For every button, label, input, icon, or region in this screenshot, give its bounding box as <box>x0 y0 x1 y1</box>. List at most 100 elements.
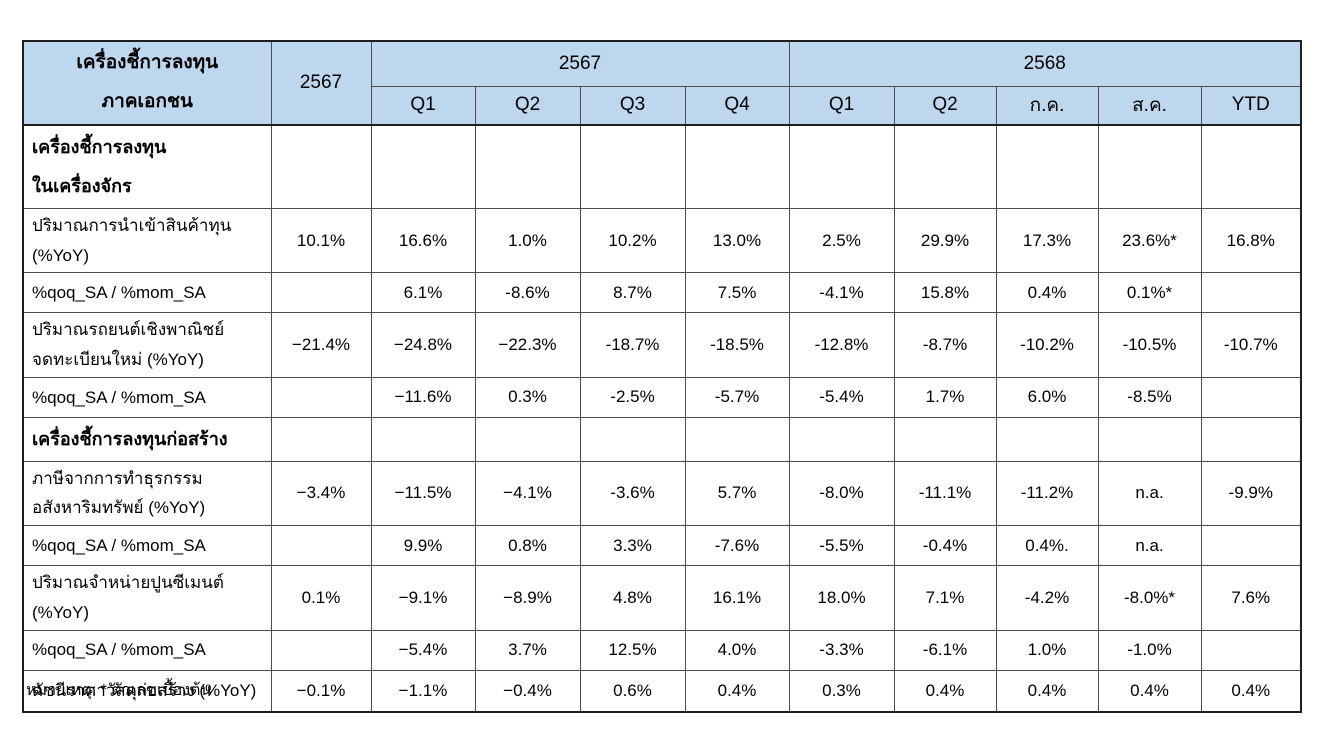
value-cell <box>1200 629 1302 671</box>
col-group-2567: 2567 <box>370 40 790 87</box>
value-cell: −4.1% <box>474 460 581 527</box>
value-cell: n.a. <box>1097 460 1202 527</box>
value-cell: 10.2% <box>579 207 686 274</box>
row-label: ภาษีจากการทำธุรกรรม อสังหาริมทรัพย์ (%Yo… <box>22 460 272 527</box>
value-cell: 0.4% <box>684 669 790 713</box>
table-row: ปริมาณการนำเข้าสินค้าทุน (%YoY) 10.1% 16.6… <box>22 207 1302 274</box>
value-cell: 12.5% <box>579 629 686 671</box>
col-header-2567-q2: Q2 <box>474 85 581 126</box>
value-cell: -10.7% <box>1200 312 1302 378</box>
value-cell: 3.3% <box>579 525 686 567</box>
table-row: เครื่องชี้การลงทุน ในเครื่องจักร <box>22 124 1302 209</box>
value-cell <box>270 629 372 671</box>
value-cell: 17.3% <box>995 207 1099 274</box>
value-cell: −21.4% <box>270 312 372 378</box>
value-cell: 8.7% <box>579 272 686 314</box>
value-cell: 3.7% <box>474 629 581 671</box>
value-cell: 15.8% <box>893 272 997 314</box>
value-cell: -11.1% <box>893 460 997 527</box>
value-cell: 0.4% <box>893 669 997 713</box>
value-cell: −24.8% <box>370 312 476 378</box>
col-header-2567-q3: Q3 <box>579 85 686 126</box>
value-cell: -10.5% <box>1097 312 1202 378</box>
table-row: %qoq_SA / %mom_SA −11.6% 0.3% -2.5% -5.7% -5.… <box>22 376 1302 418</box>
col-header-2568-ytd: YTD <box>1200 85 1302 126</box>
table-row: %qoq_SA / %mom_SA 6.1% -8.6% 8.7% 7.5% -4.1% 1… <box>22 272 1302 314</box>
section-label: เครื่องชี้การลงทุน ในเครื่องจักร <box>22 124 272 209</box>
value-cell <box>788 124 895 209</box>
table-title-line1: เครื่องชี้การลงทุน <box>76 52 219 73</box>
value-cell: -2.5% <box>579 376 686 418</box>
value-cell: -1.0% <box>1097 629 1202 671</box>
header-row-groups: เครื่องชี้การลงทุน ภาคเอกชน 2567 2567 25… <box>22 40 1302 126</box>
private-investment-indicators-table: เครื่องชี้การลงทุน ภาคเอกชน 2567 2567 25… <box>22 40 1302 713</box>
value-cell: 29.9% <box>893 207 997 274</box>
value-cell: 0.3% <box>474 376 581 418</box>
table-row: ปริมาณรถยนต์เชิงพาณิชย์ จดทะเบียนใหม่ (%… <box>22 312 1302 378</box>
value-cell: 2.5% <box>788 207 895 274</box>
table-row: ภาษีจากการทำธุรกรรม อสังหาริมทรัพย์ (%Yo… <box>22 460 1302 527</box>
value-cell <box>1200 272 1302 314</box>
row-label: ปริมาณรถยนต์เชิงพาณิชย์ จดทะเบียนใหม่ (%… <box>22 312 272 378</box>
table-row: %qoq_SA / %mom_SA −5.4% 3.7% 12.5% 4.0% -3.3%… <box>22 629 1302 671</box>
value-cell: 7.6% <box>1200 565 1302 631</box>
value-cell: 0.4% <box>995 272 1099 314</box>
value-cell <box>1200 525 1302 567</box>
value-cell: 0.1%* <box>1097 272 1202 314</box>
col-header-2568-aug: ส.ค. <box>1097 85 1202 126</box>
row-label: %qoq_SA / %mom_SA <box>22 525 272 567</box>
col-group-2568: 2568 <box>788 40 1302 87</box>
value-cell <box>579 124 686 209</box>
col-header-2567-q4: Q4 <box>684 85 790 126</box>
table-row: %qoq_SA / %mom_SA 9.9% 0.8% 3.3% -7.6% -5.5% -… <box>22 525 1302 567</box>
value-cell: -12.8% <box>788 312 895 378</box>
footnote: หมายเหตุ: * ตัวเลขเบื้องต้น <box>26 682 212 699</box>
value-cell: 18.0% <box>788 565 895 631</box>
table-row: ปริมาณจำหน่ายปูนซีเมนต์ (%YoY) 0.1% −9.1% −… <box>22 565 1302 631</box>
value-cell: 13.0% <box>684 207 790 274</box>
value-cell <box>474 124 581 209</box>
value-cell <box>270 525 372 567</box>
value-cell: 16.8% <box>1200 207 1302 274</box>
value-cell: 16.6% <box>370 207 476 274</box>
value-cell: 0.4% <box>1200 669 1302 713</box>
row-label: %qoq_SA / %mom_SA <box>22 272 272 314</box>
value-cell: -6.1% <box>893 629 997 671</box>
value-cell: −5.4% <box>370 629 476 671</box>
col-header-annual-2567: 2567 <box>270 40 372 126</box>
value-cell: 10.1% <box>270 207 372 274</box>
value-cell: -8.0%* <box>1097 565 1202 631</box>
col-header-2567-q1: Q1 <box>370 85 476 126</box>
value-cell: −9.1% <box>370 565 476 631</box>
value-cell: 0.3% <box>788 669 895 713</box>
col-header-2568-q1: Q1 <box>788 85 895 126</box>
value-cell: -3.6% <box>579 460 686 527</box>
value-cell: −1.1% <box>370 669 476 713</box>
value-cell: n.a. <box>1097 525 1202 567</box>
value-cell: 0.1% <box>270 565 372 631</box>
value-cell <box>788 416 895 462</box>
value-cell: -5.5% <box>788 525 895 567</box>
value-cell: 0.4% <box>1097 669 1202 713</box>
value-cell: 7.1% <box>893 565 997 631</box>
table-title-line2: ภาคเอกชน <box>101 90 193 112</box>
value-cell <box>1097 124 1202 209</box>
value-cell <box>1200 416 1302 462</box>
value-cell: -4.1% <box>788 272 895 314</box>
indicators-table: เครื่องชี้การลงทุน ภาคเอกชน 2567 2567 25… <box>22 40 1302 713</box>
value-cell: 6.0% <box>995 376 1099 418</box>
value-cell <box>684 124 790 209</box>
value-cell: 16.1% <box>684 565 790 631</box>
value-cell: -18.7% <box>579 312 686 378</box>
value-cell <box>893 124 997 209</box>
row-label: ปริมาณการนำเข้าสินค้าทุน (%YoY) <box>22 207 272 274</box>
table-title-cell: เครื่องชี้การลงทุน ภาคเอกชน <box>22 40 272 126</box>
value-cell <box>270 272 372 314</box>
value-cell <box>270 376 372 418</box>
value-cell: 4.0% <box>684 629 790 671</box>
table-row: เครื่องชี้การลงทุนก่อสร้าง <box>22 416 1302 462</box>
value-cell: -11.2% <box>995 460 1099 527</box>
value-cell: -0.4% <box>893 525 997 567</box>
value-cell: -8.5% <box>1097 376 1202 418</box>
value-cell <box>893 416 997 462</box>
